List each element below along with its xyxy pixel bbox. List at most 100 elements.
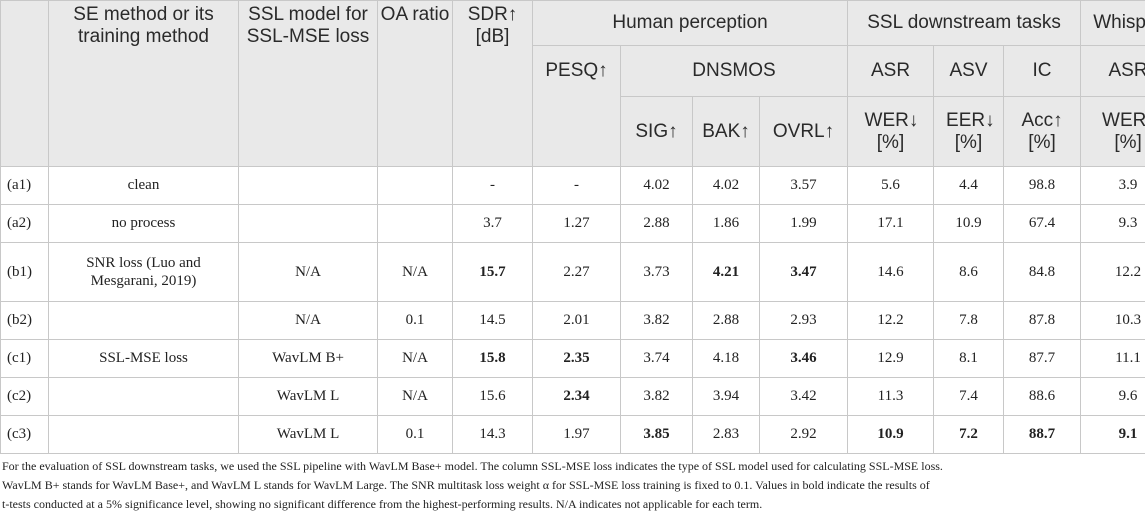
oa-ratio-cell xyxy=(377,166,453,205)
header-dnsmos: DNSMOS xyxy=(619,45,849,97)
whisper-wer-cell: 10.3 xyxy=(1080,301,1145,340)
bak-cell: 3.94 xyxy=(692,377,760,416)
whisper-wer-cell: 9.6 xyxy=(1080,377,1145,416)
table-row: (c1) SSL-MSE loss WavLM B+ N/A 15.8 2.35… xyxy=(0,339,1145,378)
sdr-cell: 15.7 xyxy=(452,242,533,302)
whisper-wer-cell: 12.2 xyxy=(1080,242,1145,302)
row-id: (a2) xyxy=(0,204,49,243)
bak-cell: 2.88 xyxy=(692,301,760,340)
ovrl-cell: 3.46 xyxy=(758,339,849,378)
row-id: (c3) xyxy=(0,415,49,454)
header-id-column xyxy=(0,0,49,167)
wer-cell: 14.6 xyxy=(847,242,935,302)
wer-cell: 10.9 xyxy=(847,415,935,454)
sig-cell: 3.85 xyxy=(620,415,693,454)
sig-cell: 3.82 xyxy=(620,301,693,340)
eer-cell: 7.4 xyxy=(933,377,1005,416)
pesq-cell: 2.01 xyxy=(532,301,621,340)
table-row: (a1) clean - - 4.02 4.02 3.57 5.6 4.4 98… xyxy=(0,166,1145,205)
footnote-line-3: t-tests conducted at a 5% significance l… xyxy=(2,497,763,511)
ovrl-cell: 3.57 xyxy=(758,166,849,205)
table-row: (c3) WavLM L 0.1 14.3 1.97 3.85 2.83 2.9… xyxy=(0,415,1145,454)
header-sig: SIG↑ xyxy=(620,96,693,167)
sdr-cell: 14.5 xyxy=(452,301,533,340)
header-ssl-downstream: SSL downstream tasks xyxy=(847,0,1082,46)
ovrl-cell: 2.93 xyxy=(758,301,849,340)
row-id: (c2) xyxy=(0,377,49,416)
method-cell xyxy=(48,377,239,416)
bak-cell: 4.21 xyxy=(692,242,760,302)
acc-cell: 67.4 xyxy=(1003,204,1082,243)
acc-cell: 88.6 xyxy=(1003,377,1082,416)
wer-cell: 12.9 xyxy=(847,339,935,378)
sig-cell: 4.02 xyxy=(620,166,693,205)
eer-cell: 7.8 xyxy=(933,301,1005,340)
ssl-model-cell: WavLM L xyxy=(238,415,378,454)
ssl-model-cell: WavLM B+ xyxy=(238,339,378,378)
header-eer-text: EER↓ [%] xyxy=(946,109,995,153)
acc-cell: 87.8 xyxy=(1003,301,1082,340)
bak-cell: 1.86 xyxy=(692,204,760,243)
row-id: (a1) xyxy=(0,166,49,205)
acc-cell: 87.7 xyxy=(1003,339,1082,378)
oa-ratio-cell: 0.1 xyxy=(377,301,453,340)
oa-ratio-cell: N/A xyxy=(377,242,453,302)
method-cell: SNR loss (Luo and Mesgarani, 2019) xyxy=(48,242,239,302)
eer-cell: 8.1 xyxy=(933,339,1005,378)
header-whisper-wer-text: WER↓ [%] xyxy=(1102,109,1145,153)
header-whisper-asr: ASR xyxy=(1080,45,1145,97)
row-id: (b2) xyxy=(0,301,49,340)
oa-ratio-cell: N/A xyxy=(377,377,453,416)
pesq-cell: 2.27 xyxy=(532,242,621,302)
oa-ratio-cell: N/A xyxy=(377,339,453,378)
header-acc: Acc↑ [%] xyxy=(1003,96,1082,167)
footnote-line-1: For the evaluation of SSL downstream tas… xyxy=(2,459,943,473)
eer-cell: 4.4 xyxy=(933,166,1005,205)
wer-cell: 11.3 xyxy=(847,377,935,416)
oa-ratio-cell: 0.1 xyxy=(377,415,453,454)
ssl-model-cell: N/A xyxy=(238,242,378,302)
eer-cell: 8.6 xyxy=(933,242,1005,302)
method-cell-text: SNR loss (Luo and Mesgarani, 2019) xyxy=(86,255,201,289)
bak-cell: 4.02 xyxy=(692,166,760,205)
whisper-wer-cell: 9.1 xyxy=(1080,415,1145,454)
pesq-cell: - xyxy=(532,166,621,205)
pesq-cell: 1.97 xyxy=(532,415,621,454)
sig-cell: 3.82 xyxy=(620,377,693,416)
wer-cell: 5.6 xyxy=(847,166,935,205)
header-asr: ASR xyxy=(847,45,935,97)
results-table: SE method or its training method SSL mod… xyxy=(0,0,1145,454)
wer-cell: 12.2 xyxy=(847,301,935,340)
header-pesq: PESQ↑ xyxy=(532,45,621,167)
row-id: (c1) xyxy=(0,339,49,378)
eer-cell: 10.9 xyxy=(933,204,1005,243)
header-acc-text: Acc↑ [%] xyxy=(1021,109,1063,153)
pesq-cell: 1.27 xyxy=(532,204,621,243)
header-ssl-model: SSL model for SSL-MSE loss xyxy=(238,0,378,167)
header-sdr-text: SDR↑ [dB] xyxy=(467,4,518,47)
header-se-method-text: SE method or its training method xyxy=(73,4,214,47)
row-id: (b1) xyxy=(0,242,49,302)
table-row: (b1) SNR loss (Luo and Mesgarani, 2019) … xyxy=(0,242,1145,302)
method-cell: no process xyxy=(48,204,239,243)
acc-cell: 88.7 xyxy=(1003,415,1082,454)
header-bak: BAK↑ xyxy=(692,96,760,167)
header-ovrl: OVRL↑ xyxy=(758,96,849,167)
header-pesq-text: PESQ↑ xyxy=(545,60,608,81)
table-row: (c2) WavLM L N/A 15.6 2.34 3.82 3.94 3.4… xyxy=(0,377,1145,416)
pesq-cell: 2.34 xyxy=(532,377,621,416)
table-footnote: For the evaluation of SSL downstream tas… xyxy=(2,457,1142,514)
header-oa-ratio: OA ratio xyxy=(377,0,453,167)
ovrl-cell: 3.42 xyxy=(758,377,849,416)
sdr-cell: 3.7 xyxy=(452,204,533,243)
table-row: (b2) N/A 0.1 14.5 2.01 3.82 2.88 2.93 12… xyxy=(0,301,1145,340)
wer-cell: 17.1 xyxy=(847,204,935,243)
sdr-cell: 15.8 xyxy=(452,339,533,378)
sdr-cell: - xyxy=(452,166,533,205)
method-cell xyxy=(48,415,239,454)
header-ic: IC xyxy=(1003,45,1082,97)
bak-cell: 2.83 xyxy=(692,415,760,454)
pesq-cell: 2.35 xyxy=(532,339,621,378)
sdr-cell: 14.3 xyxy=(452,415,533,454)
ovrl-cell: 1.99 xyxy=(758,204,849,243)
